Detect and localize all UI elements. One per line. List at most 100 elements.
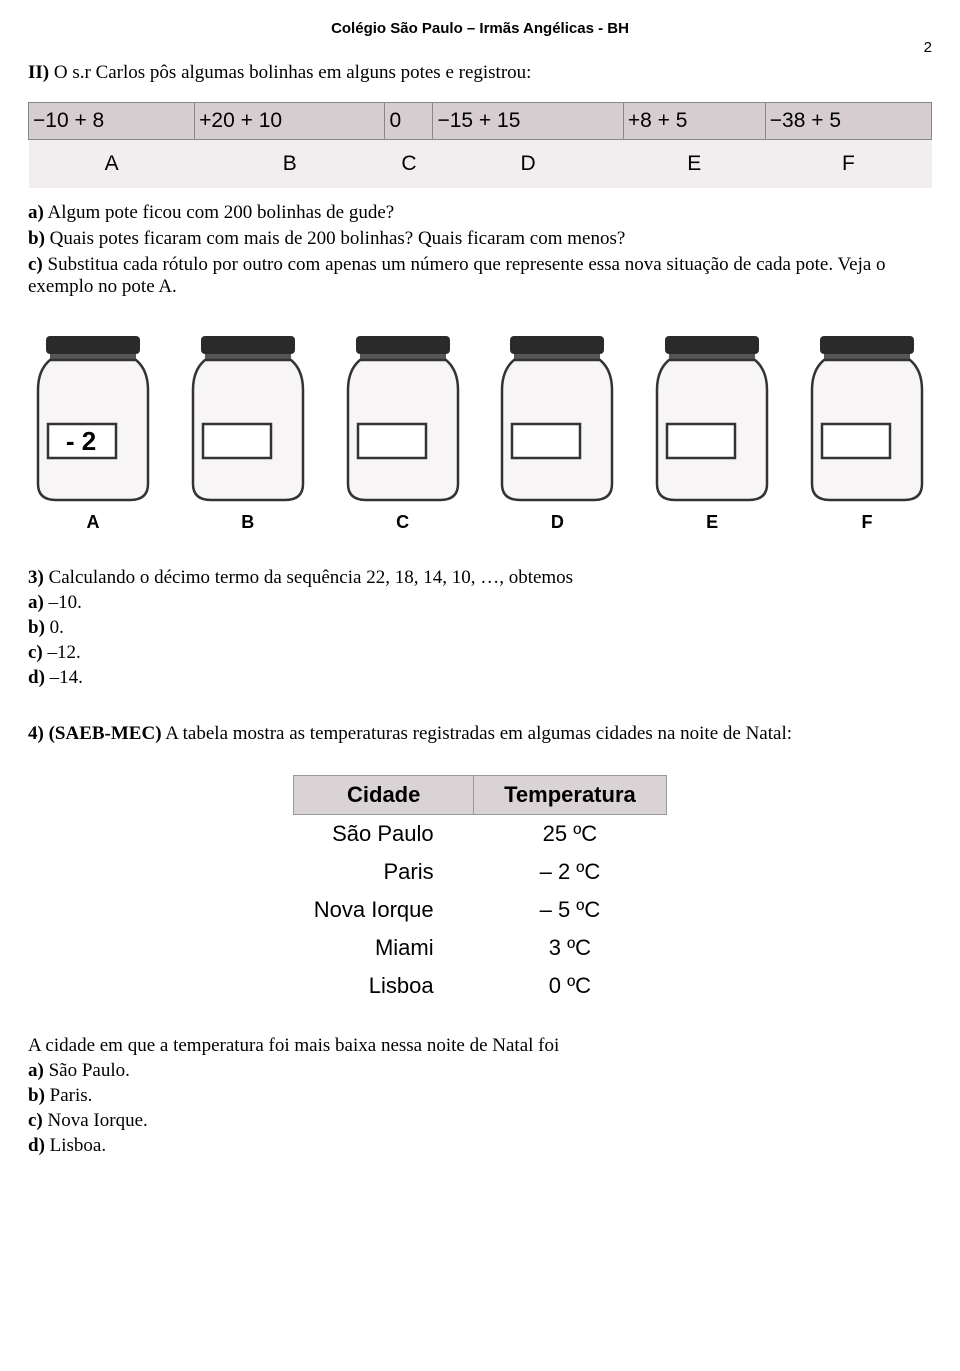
- q3-c-prefix: c): [28, 642, 43, 663]
- temp-cell: – 5 ºC: [474, 891, 667, 929]
- jar-letter: F: [802, 512, 932, 533]
- q2-a-text: Algum pote ficou com 200 bolinhas de gud…: [44, 202, 394, 223]
- q4-d-text: Lisboa.: [45, 1135, 106, 1156]
- q4-d-prefix: d): [28, 1135, 45, 1156]
- q2-b-text: Quais potes ficaram com mais de 200 boli…: [45, 228, 625, 249]
- letter-cell: B: [195, 140, 385, 189]
- q4-followup: A cidade em que a temperatura foi mais b…: [28, 1035, 932, 1057]
- page-number: 2: [28, 39, 932, 56]
- expr-cell: +8 + 5: [623, 103, 765, 140]
- letter-cell: D: [433, 140, 623, 189]
- q3-prefix: 3): [28, 567, 44, 588]
- table-header: Cidade: [294, 776, 474, 815]
- expr-cell: −15 + 15: [433, 103, 623, 140]
- q3-d-text: –14.: [45, 667, 83, 688]
- jar-icon: [183, 334, 313, 504]
- jar-letter: A: [28, 512, 158, 533]
- q2-subquestions: a) Algum pote ficou com 200 bolinhas de …: [28, 202, 932, 298]
- q4: 4) (SAEB-MEC) A tabela mostra as tempera…: [28, 723, 932, 1157]
- jar-icon: [647, 334, 777, 504]
- q2-a-prefix: a): [28, 202, 44, 223]
- q3-c: c) –12.: [28, 642, 932, 664]
- city-cell: São Paulo: [294, 815, 474, 854]
- expr-cell: +20 + 10: [195, 103, 385, 140]
- q4-prefix: 4) (SAEB-MEC): [28, 723, 162, 744]
- jar-wrap: B: [183, 334, 313, 533]
- temp-cell: 0 ºC: [474, 967, 667, 1005]
- q3-d: d) –14.: [28, 667, 932, 689]
- q2-c: c) Substitua cada rótulo por outro com a…: [28, 254, 932, 298]
- table-row: São Paulo25 ºC: [294, 815, 667, 854]
- jar-wrap: C: [338, 334, 468, 533]
- letter-cell: A: [29, 140, 195, 189]
- city-cell: Lisboa: [294, 967, 474, 1005]
- jar-letter: E: [647, 512, 777, 533]
- table-row: −10 + 8 +20 + 10 0 −15 + 15 +8 + 5 −38 +…: [29, 103, 932, 140]
- q3-b-text: 0.: [45, 617, 64, 638]
- jar-letter: C: [338, 512, 468, 533]
- q4-d: d) Lisboa.: [28, 1135, 932, 1157]
- table-row: Nova Iorque– 5 ºC: [294, 891, 667, 929]
- q2-a: a) Algum pote ficou com 200 bolinhas de …: [28, 202, 932, 224]
- letter-cell: F: [765, 140, 931, 189]
- temp-cell: 3 ºC: [474, 929, 667, 967]
- q4-b: b) Paris.: [28, 1085, 932, 1107]
- city-cell: Miami: [294, 929, 474, 967]
- school-header: Colégio São Paulo – Irmãs Angélicas - BH: [28, 20, 932, 37]
- temperature-table: Cidade Temperatura São Paulo25 ºC Paris–…: [293, 775, 667, 1005]
- table-row: Paris– 2 ºC: [294, 853, 667, 891]
- jar-icon: [802, 334, 932, 504]
- table-row: Miami3 ºC: [294, 929, 667, 967]
- q3-a-text: –10.: [44, 592, 82, 613]
- q3-a-prefix: a): [28, 592, 44, 613]
- jar-wrap: E: [647, 334, 777, 533]
- jar-label: - 2: [48, 426, 114, 457]
- q3-body: Calculando o décimo termo da sequência 2…: [44, 567, 573, 588]
- q3-text: 3) Calculando o décimo termo da sequênci…: [28, 567, 932, 589]
- table-header: Temperatura: [474, 776, 667, 815]
- q4-a: a) São Paulo.: [28, 1060, 932, 1082]
- jar-letter: B: [183, 512, 313, 533]
- temp-cell: 25 ºC: [474, 815, 667, 854]
- q4-c-prefix: c): [28, 1110, 43, 1131]
- jar-letter: D: [492, 512, 622, 533]
- q3-b: b) 0.: [28, 617, 932, 639]
- q3-a: a) –10.: [28, 592, 932, 614]
- jar-icon: [338, 334, 468, 504]
- q3-d-prefix: d): [28, 667, 45, 688]
- q4-b-prefix: b): [28, 1085, 45, 1106]
- letter-cell: E: [623, 140, 765, 189]
- q3-c-text: –12.: [43, 642, 81, 663]
- expr-cell: −10 + 8: [29, 103, 195, 140]
- jar-wrap: - 2 A: [28, 334, 158, 533]
- q2-b: b) Quais potes ficaram com mais de 200 b…: [28, 228, 932, 250]
- table-header-row: Cidade Temperatura: [294, 776, 667, 815]
- q4-c: c) Nova Iorque.: [28, 1110, 932, 1132]
- q2-intro: II) O s.r Carlos pôs algumas bolinhas em…: [28, 62, 932, 84]
- jar-wrap: D: [492, 334, 622, 533]
- q2-b-prefix: b): [28, 228, 45, 249]
- jar-icon: - 2: [28, 334, 158, 504]
- q2-intro-prefix: II): [28, 62, 49, 83]
- q4-a-text: São Paulo.: [44, 1060, 130, 1081]
- q4-body: A tabela mostra as temperaturas registra…: [162, 723, 792, 744]
- q4-a-prefix: a): [28, 1060, 44, 1081]
- q2-c-prefix: c): [28, 254, 43, 275]
- expression-table: −10 + 8 +20 + 10 0 −15 + 15 +8 + 5 −38 +…: [28, 102, 932, 188]
- q4-text: 4) (SAEB-MEC) A tabela mostra as tempera…: [28, 723, 932, 745]
- q3: 3) Calculando o décimo termo da sequênci…: [28, 567, 932, 689]
- jar-icon: [492, 334, 622, 504]
- q3-b-prefix: b): [28, 617, 45, 638]
- expr-cell: −38 + 5: [765, 103, 931, 140]
- q4-b-text: Paris.: [45, 1085, 93, 1106]
- table-row: A B C D E F: [29, 140, 932, 189]
- city-cell: Paris: [294, 853, 474, 891]
- q4-c-text: Nova Iorque.: [43, 1110, 148, 1131]
- expr-cell: 0: [385, 103, 433, 140]
- letter-cell: C: [385, 140, 433, 189]
- jar-wrap: F: [802, 334, 932, 533]
- temp-cell: – 2 ºC: [474, 853, 667, 891]
- q2-intro-text: O s.r Carlos pôs algumas bolinhas em alg…: [49, 62, 531, 83]
- jars-row: - 2 A B C D E F: [28, 334, 932, 533]
- q2-c-text: Substitua cada rótulo por outro com apen…: [28, 254, 886, 297]
